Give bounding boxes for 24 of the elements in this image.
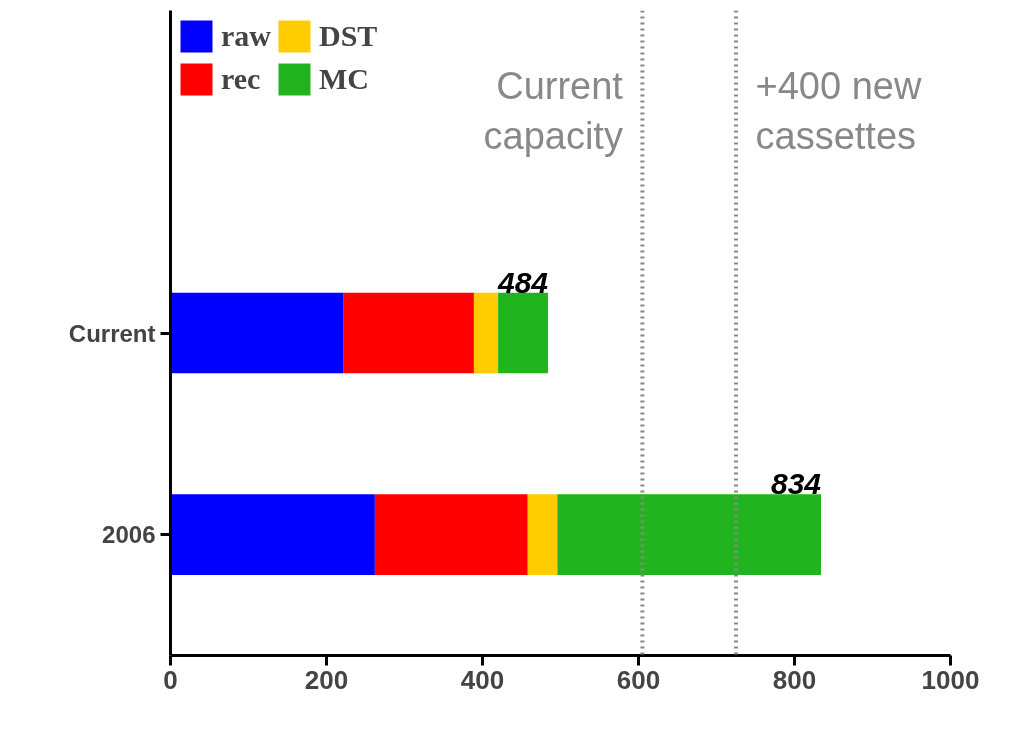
x-tick-label: 600 [616, 664, 661, 695]
total-label: 834 [770, 467, 822, 501]
bar [170, 494, 375, 575]
bar [473, 292, 499, 374]
x-tick-label: 0 [163, 664, 178, 695]
ref-line-label: Current capacity [483, 65, 624, 158]
x-tick-label: 800 [772, 664, 817, 695]
legend-label: DST [318, 19, 378, 53]
x-tick-label: 200 [304, 664, 349, 695]
legend-label: raw [221, 19, 271, 53]
total-label: 484 [496, 265, 549, 299]
legend-label: rec [221, 62, 261, 96]
y-tick-label: 2006 [102, 521, 156, 549]
bar [343, 292, 474, 374]
ref-line-label: +400 new cassettes [755, 65, 922, 158]
x-tick-label: 400 [460, 664, 505, 695]
bar [557, 494, 822, 575]
x-tick-label: 1000 [921, 664, 980, 695]
bar [170, 292, 344, 374]
bar [374, 494, 528, 575]
y-tick-label: Current [68, 319, 156, 347]
legend-label: MC [318, 62, 369, 96]
bar [498, 292, 549, 374]
bar [527, 494, 558, 575]
